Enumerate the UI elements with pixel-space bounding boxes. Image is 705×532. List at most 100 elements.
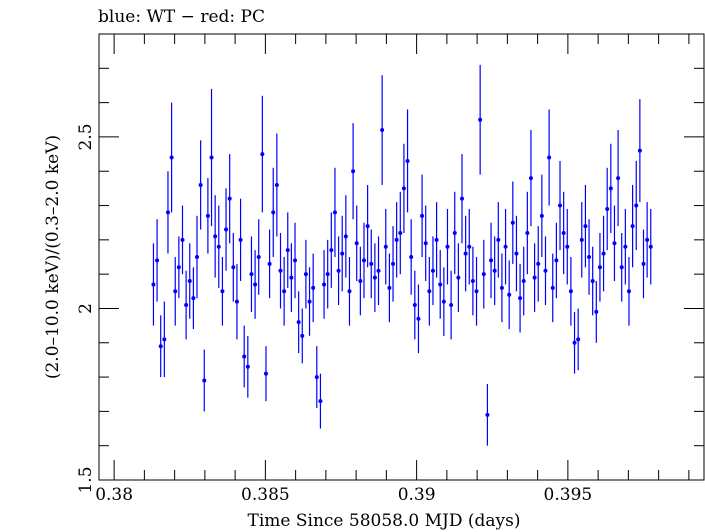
data-point [220, 289, 225, 294]
data-point [427, 289, 432, 294]
data-point [278, 268, 283, 273]
data-point [332, 210, 337, 215]
data-point [296, 320, 301, 325]
y-axis: 1.5 2 2.5 [76, 33, 704, 494]
data-point [340, 251, 345, 256]
data-point [539, 213, 544, 218]
data-point [322, 282, 327, 287]
data-point [507, 292, 512, 297]
data-point [307, 299, 312, 304]
data-point [445, 244, 450, 249]
data-point [380, 128, 385, 133]
data-point [630, 224, 635, 229]
data-point [151, 282, 156, 287]
data-point [249, 272, 254, 277]
data-point [282, 289, 287, 294]
data-point [213, 234, 218, 239]
data-point [231, 265, 236, 270]
data-point [514, 251, 519, 256]
data-point [238, 237, 243, 242]
data-point [202, 378, 207, 383]
data-point [274, 182, 279, 187]
data-point [256, 255, 261, 259]
data-point [460, 196, 464, 201]
data-point [605, 206, 610, 211]
data-point [205, 213, 210, 218]
data-point [496, 237, 501, 242]
data-point [626, 289, 631, 294]
data-point [470, 279, 475, 284]
x-tick-label: 0.395 [544, 485, 593, 505]
plot-frame [98, 33, 705, 481]
data-point [434, 237, 439, 242]
data-point [361, 258, 366, 263]
data-point [441, 299, 446, 304]
data-point [303, 272, 308, 277]
data-point [510, 220, 515, 225]
data-point [329, 248, 334, 253]
data-point [271, 210, 276, 215]
data-point [176, 265, 181, 270]
data-point [260, 152, 265, 157]
data-point [412, 303, 417, 308]
data-point [594, 309, 599, 314]
data-point [499, 285, 504, 290]
data-point [554, 258, 559, 263]
data-point [612, 241, 617, 246]
data-point [550, 285, 555, 290]
y-tick-label: 1.5 [76, 466, 96, 493]
data-point [565, 244, 570, 249]
data-point [227, 196, 232, 201]
data-point [195, 255, 200, 259]
data-point [209, 155, 214, 160]
data-point [369, 261, 374, 266]
x-axis-label: Time Since 58058.0 MJD (days) [248, 511, 521, 531]
y-tick-label: 2 [76, 303, 96, 314]
data-point [198, 182, 203, 187]
data-point [536, 261, 541, 266]
data-point [289, 275, 294, 280]
data-series-wt [151, 64, 653, 446]
y-axis-label: (2.0–10.0 keV)/(0.3–2.0 keV) [43, 135, 63, 379]
data-point [518, 296, 523, 301]
data-point [619, 265, 624, 270]
data-point [234, 299, 239, 304]
data-point [267, 261, 272, 266]
data-point [263, 371, 268, 376]
data-point [351, 169, 356, 174]
data-point [224, 227, 229, 232]
data-point [492, 268, 497, 273]
data-point [216, 244, 221, 249]
data-point [401, 186, 406, 191]
data-point [343, 234, 348, 239]
data-point [525, 230, 530, 235]
data-point [423, 241, 428, 246]
data-point [561, 230, 566, 235]
data-point [528, 176, 533, 181]
data-point [245, 364, 250, 369]
data-point [478, 117, 483, 122]
data-point [318, 399, 323, 404]
x-tick-label: 0.385 [241, 485, 290, 505]
data-point [438, 282, 443, 287]
data-point [169, 155, 174, 160]
data-point [543, 268, 548, 273]
y-tick-label: 2.5 [76, 123, 96, 150]
data-point [387, 285, 392, 290]
data-point [409, 255, 414, 259]
data-point [285, 248, 290, 253]
data-point [587, 255, 592, 259]
data-point [158, 344, 163, 349]
data-point [336, 268, 341, 273]
data-point [474, 289, 479, 294]
data-point [416, 316, 421, 321]
data-point [311, 285, 316, 290]
data-point [608, 186, 613, 191]
data-point [645, 237, 650, 242]
chart-title: blue: WT − red: PC [98, 7, 265, 27]
data-point [590, 279, 595, 284]
data-point [547, 155, 552, 160]
data-point [165, 210, 170, 215]
data-point [648, 244, 653, 249]
